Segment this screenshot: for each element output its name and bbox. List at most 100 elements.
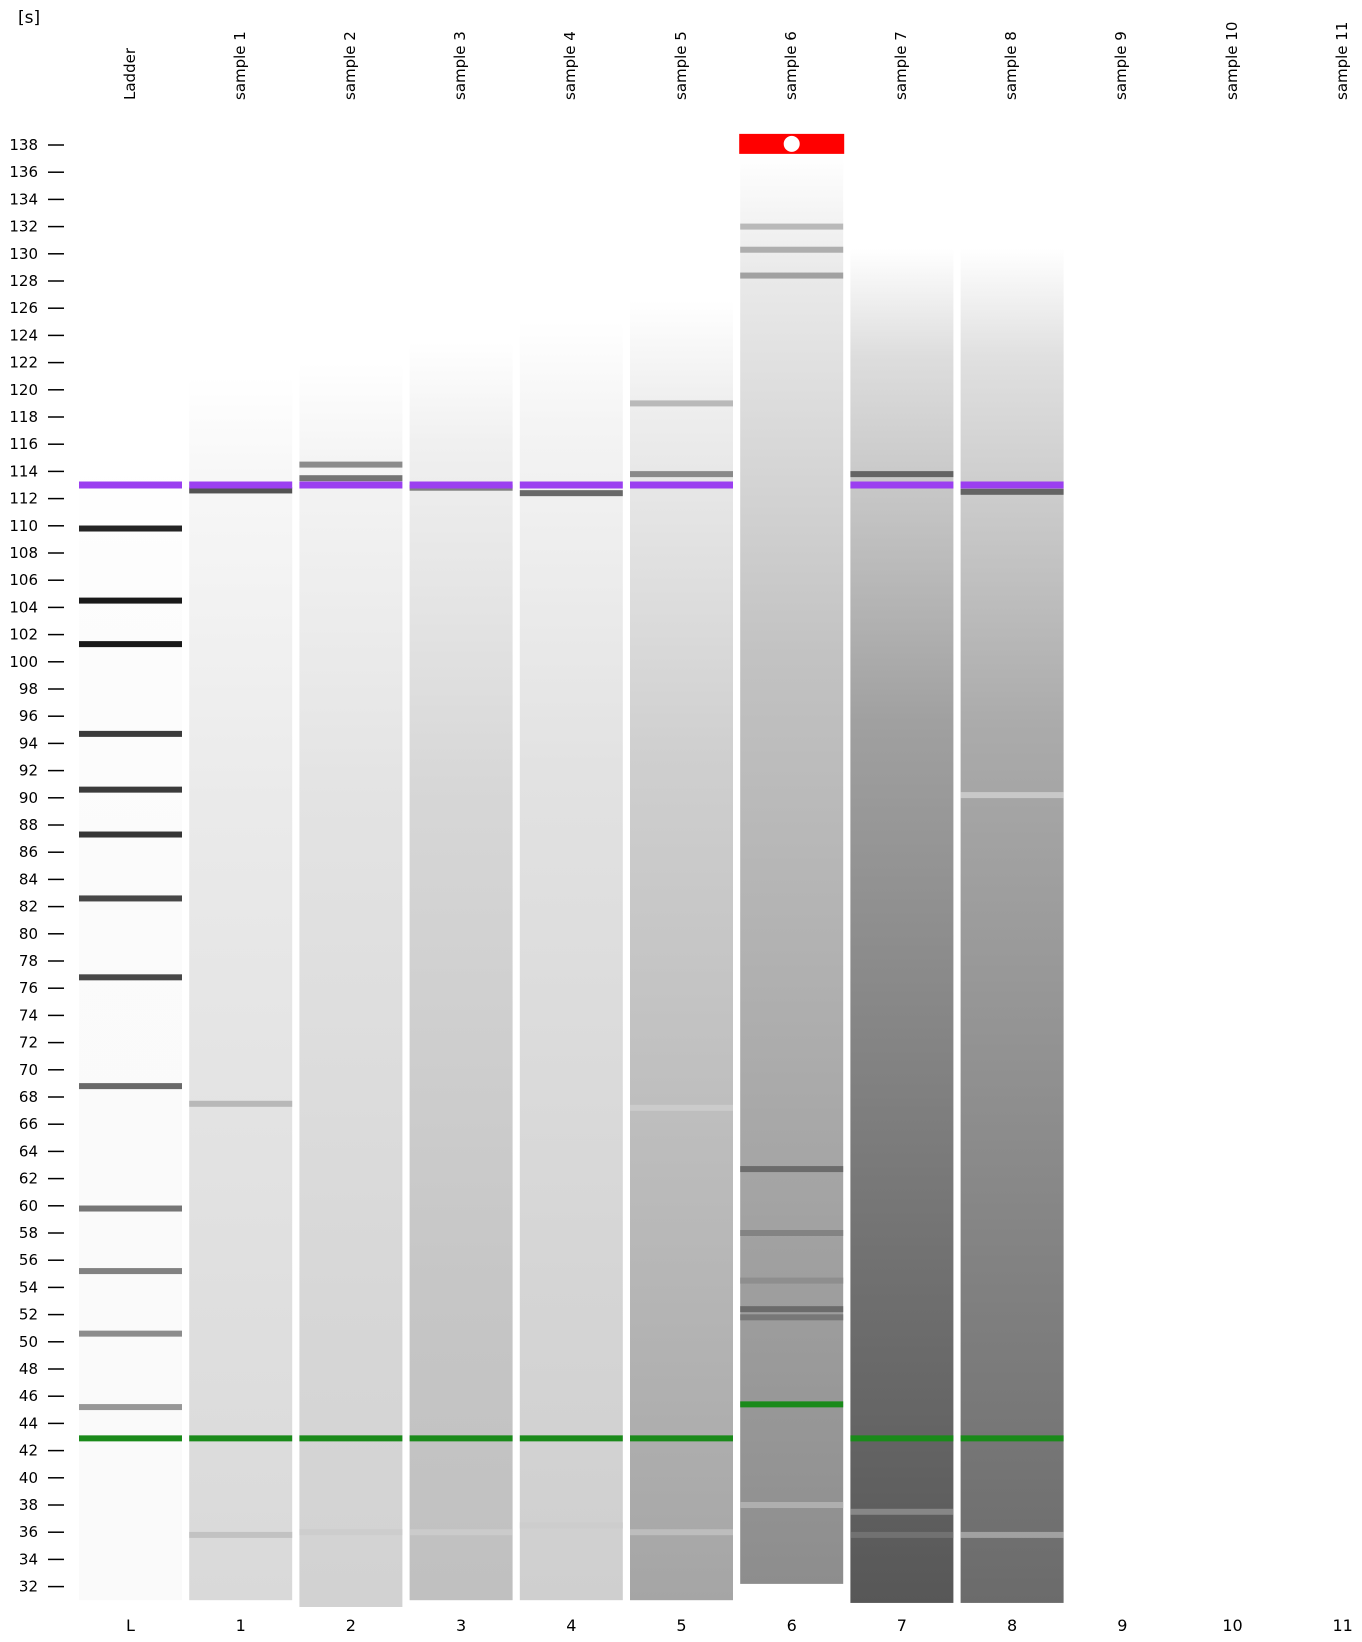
lane-background xyxy=(189,376,293,1601)
lane-number: L xyxy=(126,1616,135,1635)
y-tick-label: 38 xyxy=(19,1496,38,1514)
lane-background xyxy=(850,248,954,1603)
lane-background xyxy=(630,300,733,1601)
upper-marker xyxy=(960,481,1064,489)
band xyxy=(740,272,844,279)
band xyxy=(960,792,1064,799)
band xyxy=(299,475,403,482)
band xyxy=(299,461,403,468)
lower-marker xyxy=(630,1435,733,1442)
band xyxy=(960,1531,1064,1538)
lane-background xyxy=(299,362,403,1608)
y-tick-label: 58 xyxy=(19,1224,38,1242)
lane-number: 7 xyxy=(896,1616,907,1635)
band xyxy=(630,400,733,407)
lane-background xyxy=(740,155,844,1584)
lower-marker xyxy=(299,1435,403,1442)
y-tick-label: 74 xyxy=(19,1006,38,1024)
lower-marker xyxy=(409,1435,513,1442)
lane-name: sample 5 xyxy=(671,31,690,100)
band xyxy=(519,1522,623,1529)
band xyxy=(79,1404,182,1411)
lane-name: sample 4 xyxy=(561,31,580,100)
lower-marker xyxy=(79,1435,182,1442)
y-tick-label: 78 xyxy=(19,952,38,970)
y-tick-label: 128 xyxy=(9,272,38,290)
y-tick-label: 116 xyxy=(9,435,38,453)
y-tick-label: 132 xyxy=(9,218,38,236)
lane-name: sample 8 xyxy=(1002,31,1021,100)
lane-background xyxy=(960,248,1064,1603)
band xyxy=(189,1531,293,1538)
lane-number: 3 xyxy=(456,1616,467,1635)
lower-marker xyxy=(850,1435,954,1442)
band xyxy=(850,1508,954,1515)
y-tick-label: 62 xyxy=(19,1170,38,1188)
lane-number: 1 xyxy=(235,1616,246,1635)
lane-number: 4 xyxy=(566,1616,577,1635)
band xyxy=(960,488,1064,495)
lane-name: sample 7 xyxy=(891,31,910,100)
y-tick-label: 122 xyxy=(9,354,38,372)
lower-marker xyxy=(740,1401,844,1408)
y-tick-label: 134 xyxy=(9,190,38,208)
y-tick-label: 82 xyxy=(19,898,38,916)
y-tick-label: 72 xyxy=(19,1034,38,1052)
upper-marker xyxy=(519,481,623,489)
y-tick-label: 52 xyxy=(19,1306,38,1324)
band xyxy=(79,730,182,737)
y-tick-label: 92 xyxy=(19,762,38,780)
lane-name: sample 11 xyxy=(1332,21,1351,100)
y-tick-label: 64 xyxy=(19,1142,38,1160)
y-tick-label: 86 xyxy=(19,843,38,861)
y-tick-label: 80 xyxy=(19,925,38,943)
y-tick-label: 56 xyxy=(19,1251,38,1269)
y-tick-label: 104 xyxy=(9,598,38,616)
y-tick-label: 130 xyxy=(9,245,38,263)
y-tick-label: 68 xyxy=(19,1088,38,1106)
y-tick-label: 50 xyxy=(19,1333,38,1351)
y-tick-label: 120 xyxy=(9,381,38,399)
lane-number: 8 xyxy=(1007,1616,1018,1635)
y-tick-label: 138 xyxy=(9,136,38,154)
band xyxy=(189,1100,293,1107)
y-tick-label: 48 xyxy=(19,1360,38,1378)
y-tick-label: 118 xyxy=(9,408,38,426)
band xyxy=(850,1531,954,1538)
y-tick-label: 96 xyxy=(19,707,38,725)
lane-name: Ladder xyxy=(120,48,139,100)
y-tick-label: 66 xyxy=(19,1115,38,1133)
lane-number: 10 xyxy=(1222,1616,1243,1635)
lane-name: sample 6 xyxy=(781,31,800,100)
upper-marker xyxy=(299,481,403,489)
y-tick-label: 60 xyxy=(19,1197,38,1215)
upper-marker xyxy=(850,481,954,489)
upper-marker xyxy=(630,481,733,489)
band xyxy=(79,895,182,902)
y-tick-label: 136 xyxy=(9,163,38,181)
y-tick-label: 36 xyxy=(19,1523,38,1541)
band xyxy=(630,471,733,478)
band xyxy=(79,786,182,793)
y-tick-label: 84 xyxy=(19,870,38,888)
lane-name: sample 3 xyxy=(451,31,470,100)
lane-background xyxy=(79,464,182,1601)
lane-name: sample 9 xyxy=(1112,31,1131,100)
y-tick-label: 40 xyxy=(19,1469,38,1487)
lane-background xyxy=(519,321,623,1601)
band xyxy=(630,1529,733,1536)
band xyxy=(519,490,623,497)
y-tick-label: 70 xyxy=(19,1061,38,1079)
band xyxy=(79,1330,182,1337)
lower-marker xyxy=(519,1435,623,1442)
lane-number: 11 xyxy=(1332,1616,1353,1635)
lower-marker xyxy=(189,1435,293,1442)
y-tick-label: 98 xyxy=(19,680,38,698)
y-tick-label: 126 xyxy=(9,299,38,317)
lane-name: sample 2 xyxy=(340,31,359,100)
band xyxy=(79,1205,182,1212)
alert-dot-icon xyxy=(783,135,800,152)
band xyxy=(79,974,182,981)
band xyxy=(740,1502,844,1508)
